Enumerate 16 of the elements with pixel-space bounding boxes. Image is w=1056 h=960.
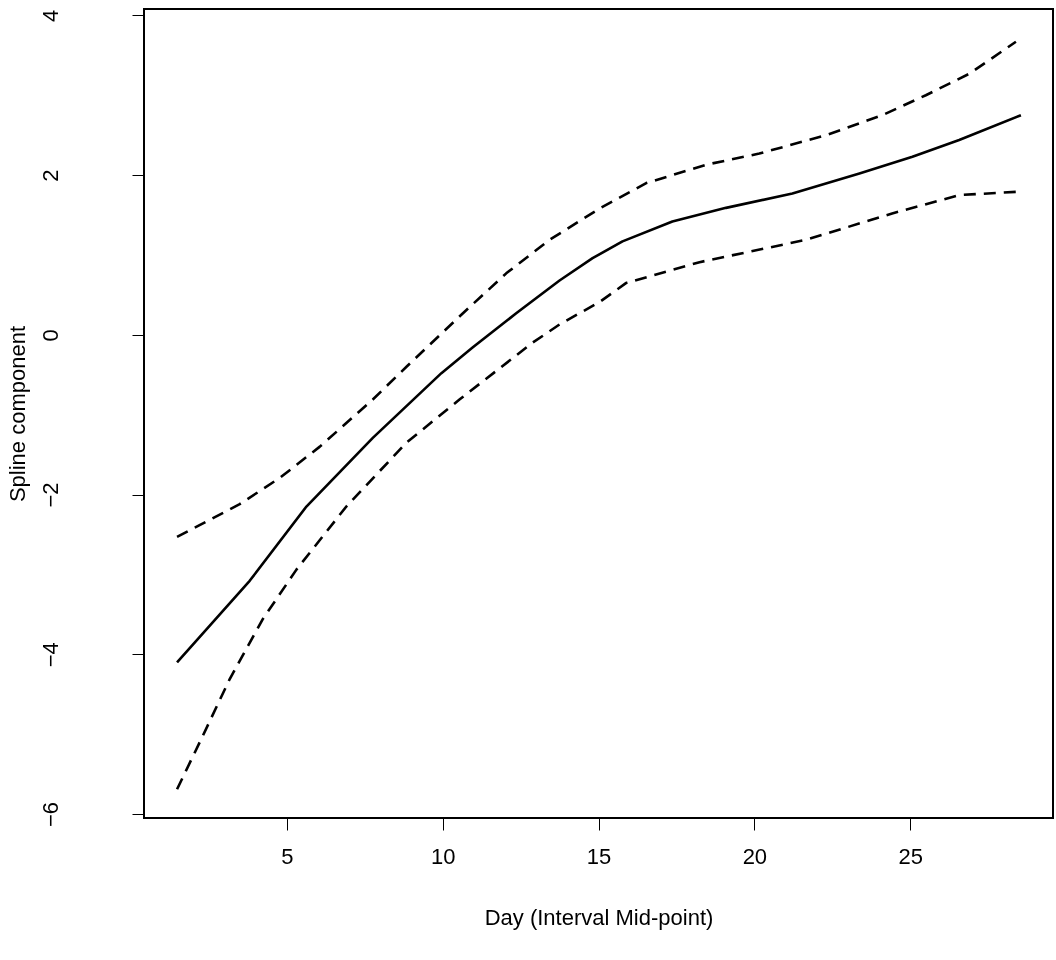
y-tick-label: 0 bbox=[37, 329, 63, 342]
y-tick-label: −4 bbox=[37, 642, 63, 668]
y-axis-title: Spline component bbox=[4, 325, 30, 503]
x-tick-label: 25 bbox=[898, 843, 923, 869]
line-series bbox=[175, 40, 1018, 539]
y-tick-label: 2 bbox=[37, 169, 63, 182]
x-tick-label: 10 bbox=[430, 843, 456, 869]
line-series bbox=[175, 190, 1018, 791]
y-tick-label: −2 bbox=[37, 482, 63, 508]
x-tick-label: 20 bbox=[742, 843, 768, 869]
x-tick-label: 15 bbox=[586, 843, 612, 869]
x-tick-label: 5 bbox=[281, 843, 294, 869]
y-tick-label: −6 bbox=[37, 801, 63, 828]
y-tick-label: 4 bbox=[37, 9, 63, 23]
x-axis-title: Day (Interval Mid-point) bbox=[484, 904, 714, 930]
line-series bbox=[175, 113, 1023, 664]
